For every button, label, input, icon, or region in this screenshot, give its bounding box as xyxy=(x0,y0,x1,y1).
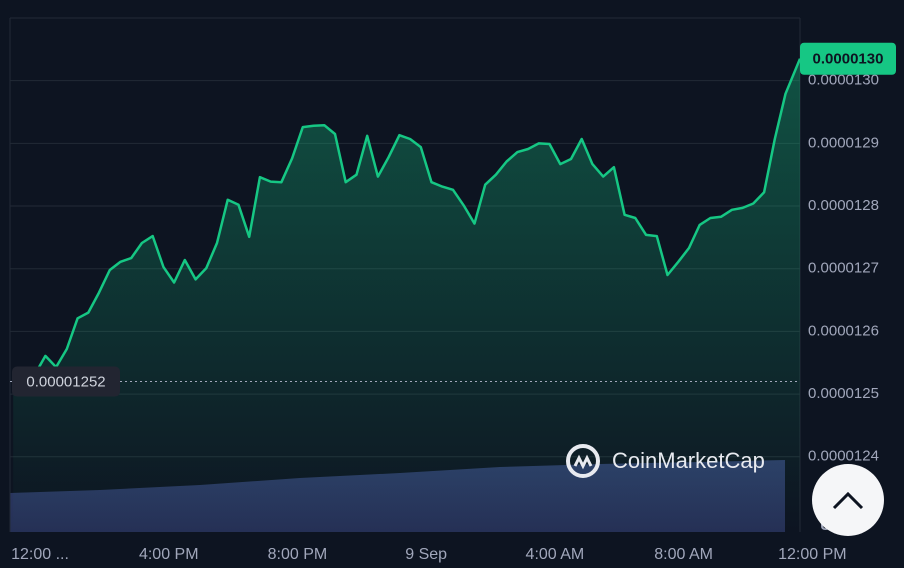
x-tick-label: 12:00 ... xyxy=(11,546,69,563)
x-tick-label: 4:00 AM xyxy=(526,546,585,563)
y-tick-label: 0.0000129 xyxy=(808,134,879,151)
y-tick-label: 0.0000126 xyxy=(808,322,879,339)
last-price-box xyxy=(800,42,896,75)
y-tick-label: 0.0000127 xyxy=(808,260,879,277)
y-tick-label: 0.0000124 xyxy=(808,448,879,465)
button-circle[interactable] xyxy=(812,464,884,536)
logo xyxy=(566,444,600,478)
price-line xyxy=(12,58,802,384)
y-tick-label: 0.0000128 xyxy=(808,197,879,214)
watermark: CoinMarketCap xyxy=(566,444,765,478)
x-tick-label: 9 Sep xyxy=(405,546,447,563)
chevron-up xyxy=(832,491,864,510)
x-tick-label: 4:00 PM xyxy=(139,546,199,563)
last-price-label: 0.0000130 xyxy=(813,51,884,68)
x-tick-label: 12:00 PM xyxy=(778,546,846,563)
series xyxy=(10,58,802,532)
x-tick-label: 8:00 PM xyxy=(268,546,328,563)
y-tick-label: 0.0000125 xyxy=(808,385,879,402)
watermark-text: CoinMarketCap xyxy=(612,448,765,473)
scroll-top-button[interactable] xyxy=(812,464,884,536)
labels: 0.0000124 0.0000125 0.0000126 0.0000127 0.00… xyxy=(11,42,896,563)
reference-label: 0.00001252 xyxy=(26,374,105,391)
x-tick-label: 8:00 AM xyxy=(654,546,713,563)
reference-label-box xyxy=(12,366,120,397)
y-tick-label: 0.0000130 xyxy=(808,72,879,89)
logo-mark xyxy=(573,454,593,470)
